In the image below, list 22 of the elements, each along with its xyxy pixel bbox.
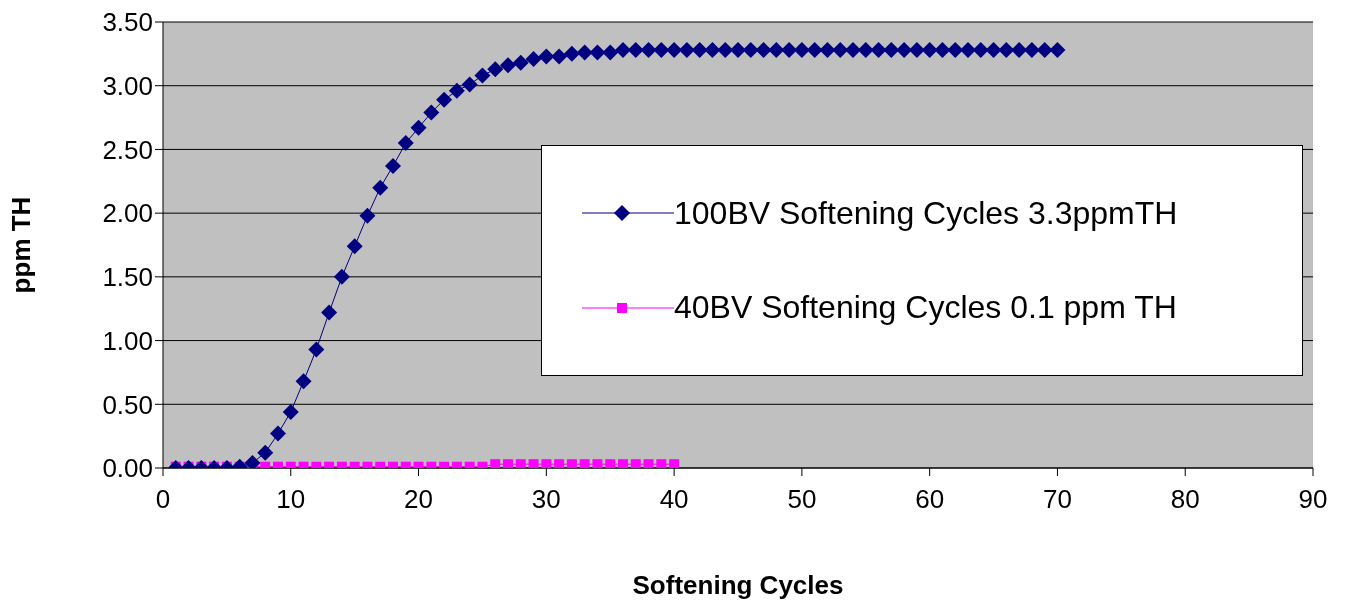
legend-label: 100BV Softening Cycles 3.3ppmTH	[674, 194, 1178, 232]
x-tick-label: 20	[404, 484, 434, 515]
x-tick-label: 0	[155, 484, 171, 515]
y-tick-label: 2.50	[102, 134, 153, 165]
y-tick-label: 3.50	[102, 7, 153, 38]
x-axis-title: Softening Cycles	[632, 570, 844, 600]
x-tick-label: 90	[1298, 484, 1328, 515]
y-tick-label: 0.00	[102, 453, 153, 484]
legend-label: 40BV Softening Cycles 0.1 ppm TH	[674, 289, 1177, 327]
x-tick-label: 50	[787, 484, 817, 515]
x-tick-label: 10	[276, 484, 306, 515]
y-tick-label: 1.00	[102, 325, 153, 356]
y-tick-label: 1.50	[102, 262, 153, 293]
x-tick-label: 70	[1042, 484, 1072, 515]
y-tick-label: 2.00	[102, 198, 153, 229]
y-tick-label: 0.50	[102, 389, 153, 420]
x-tick-label: 60	[915, 484, 945, 515]
x-tick-label: 80	[1170, 484, 1200, 515]
x-tick-label: 30	[531, 484, 561, 515]
y-tick-label: 3.00	[102, 70, 153, 101]
x-tick-label: 40	[659, 484, 689, 515]
y-axis-title: ppm TH	[6, 196, 37, 294]
